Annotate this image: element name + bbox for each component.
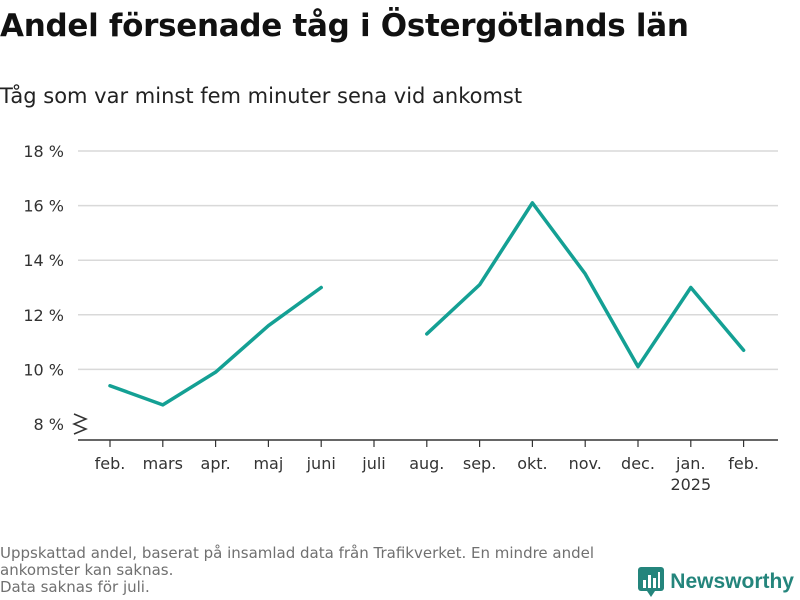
series-line <box>108 285 323 407</box>
footnote-line-3: Data saknas för juli. <box>0 578 150 596</box>
footnote-line-1: Uppskattad andel, baserat på insamlad da… <box>0 544 595 562</box>
footnote: Uppskattad andel, baserat på insamlad da… <box>0 545 630 596</box>
x-tick-label: feb. <box>728 454 759 473</box>
y-tick-label: 16 % <box>23 197 64 216</box>
x-tick-label: aug. <box>409 454 444 473</box>
chart-title: Andel försenade tåg i Östergötlands län <box>0 8 689 44</box>
bar-chart-icon <box>638 567 665 597</box>
line-chart: 8 % 10 % 12 % 14 % 16 % 18 % feb. mars apr. maj ju… <box>23 142 778 494</box>
x-tick-label: jan. <box>675 454 705 473</box>
x-tick-label: maj <box>253 454 283 473</box>
chart-subtitle: Tåg som var minst fem minuter sena vid a… <box>0 84 523 108</box>
x-tick-label: juli <box>361 454 385 473</box>
x-year-label: 2025 <box>670 475 711 494</box>
x-tick-label: juni <box>306 454 336 473</box>
axis-break-icon <box>72 413 88 435</box>
series-line <box>425 201 746 369</box>
x-tick-label: apr. <box>201 454 231 473</box>
y-tick-label: 10 % <box>23 360 64 379</box>
footnote-line-2: ankomster kan saknas. <box>0 561 174 579</box>
brand-logo: Newsworthy <box>638 567 794 597</box>
x-tick-label: feb. <box>95 454 126 473</box>
brand-name: Newsworthy <box>670 570 794 593</box>
y-tick-label: 14 % <box>23 251 64 270</box>
x-tick-label: mars <box>143 454 183 473</box>
x-tick-label: okt. <box>517 454 547 473</box>
x-tick-label: dec. <box>621 454 655 473</box>
x-tick-label: sep. <box>463 454 496 473</box>
x-tick-label: nov. <box>569 454 602 473</box>
y-tick-label: 12 % <box>23 306 64 325</box>
y-tick-label: 8 % <box>34 415 64 434</box>
y-tick-label: 18 % <box>23 142 64 161</box>
